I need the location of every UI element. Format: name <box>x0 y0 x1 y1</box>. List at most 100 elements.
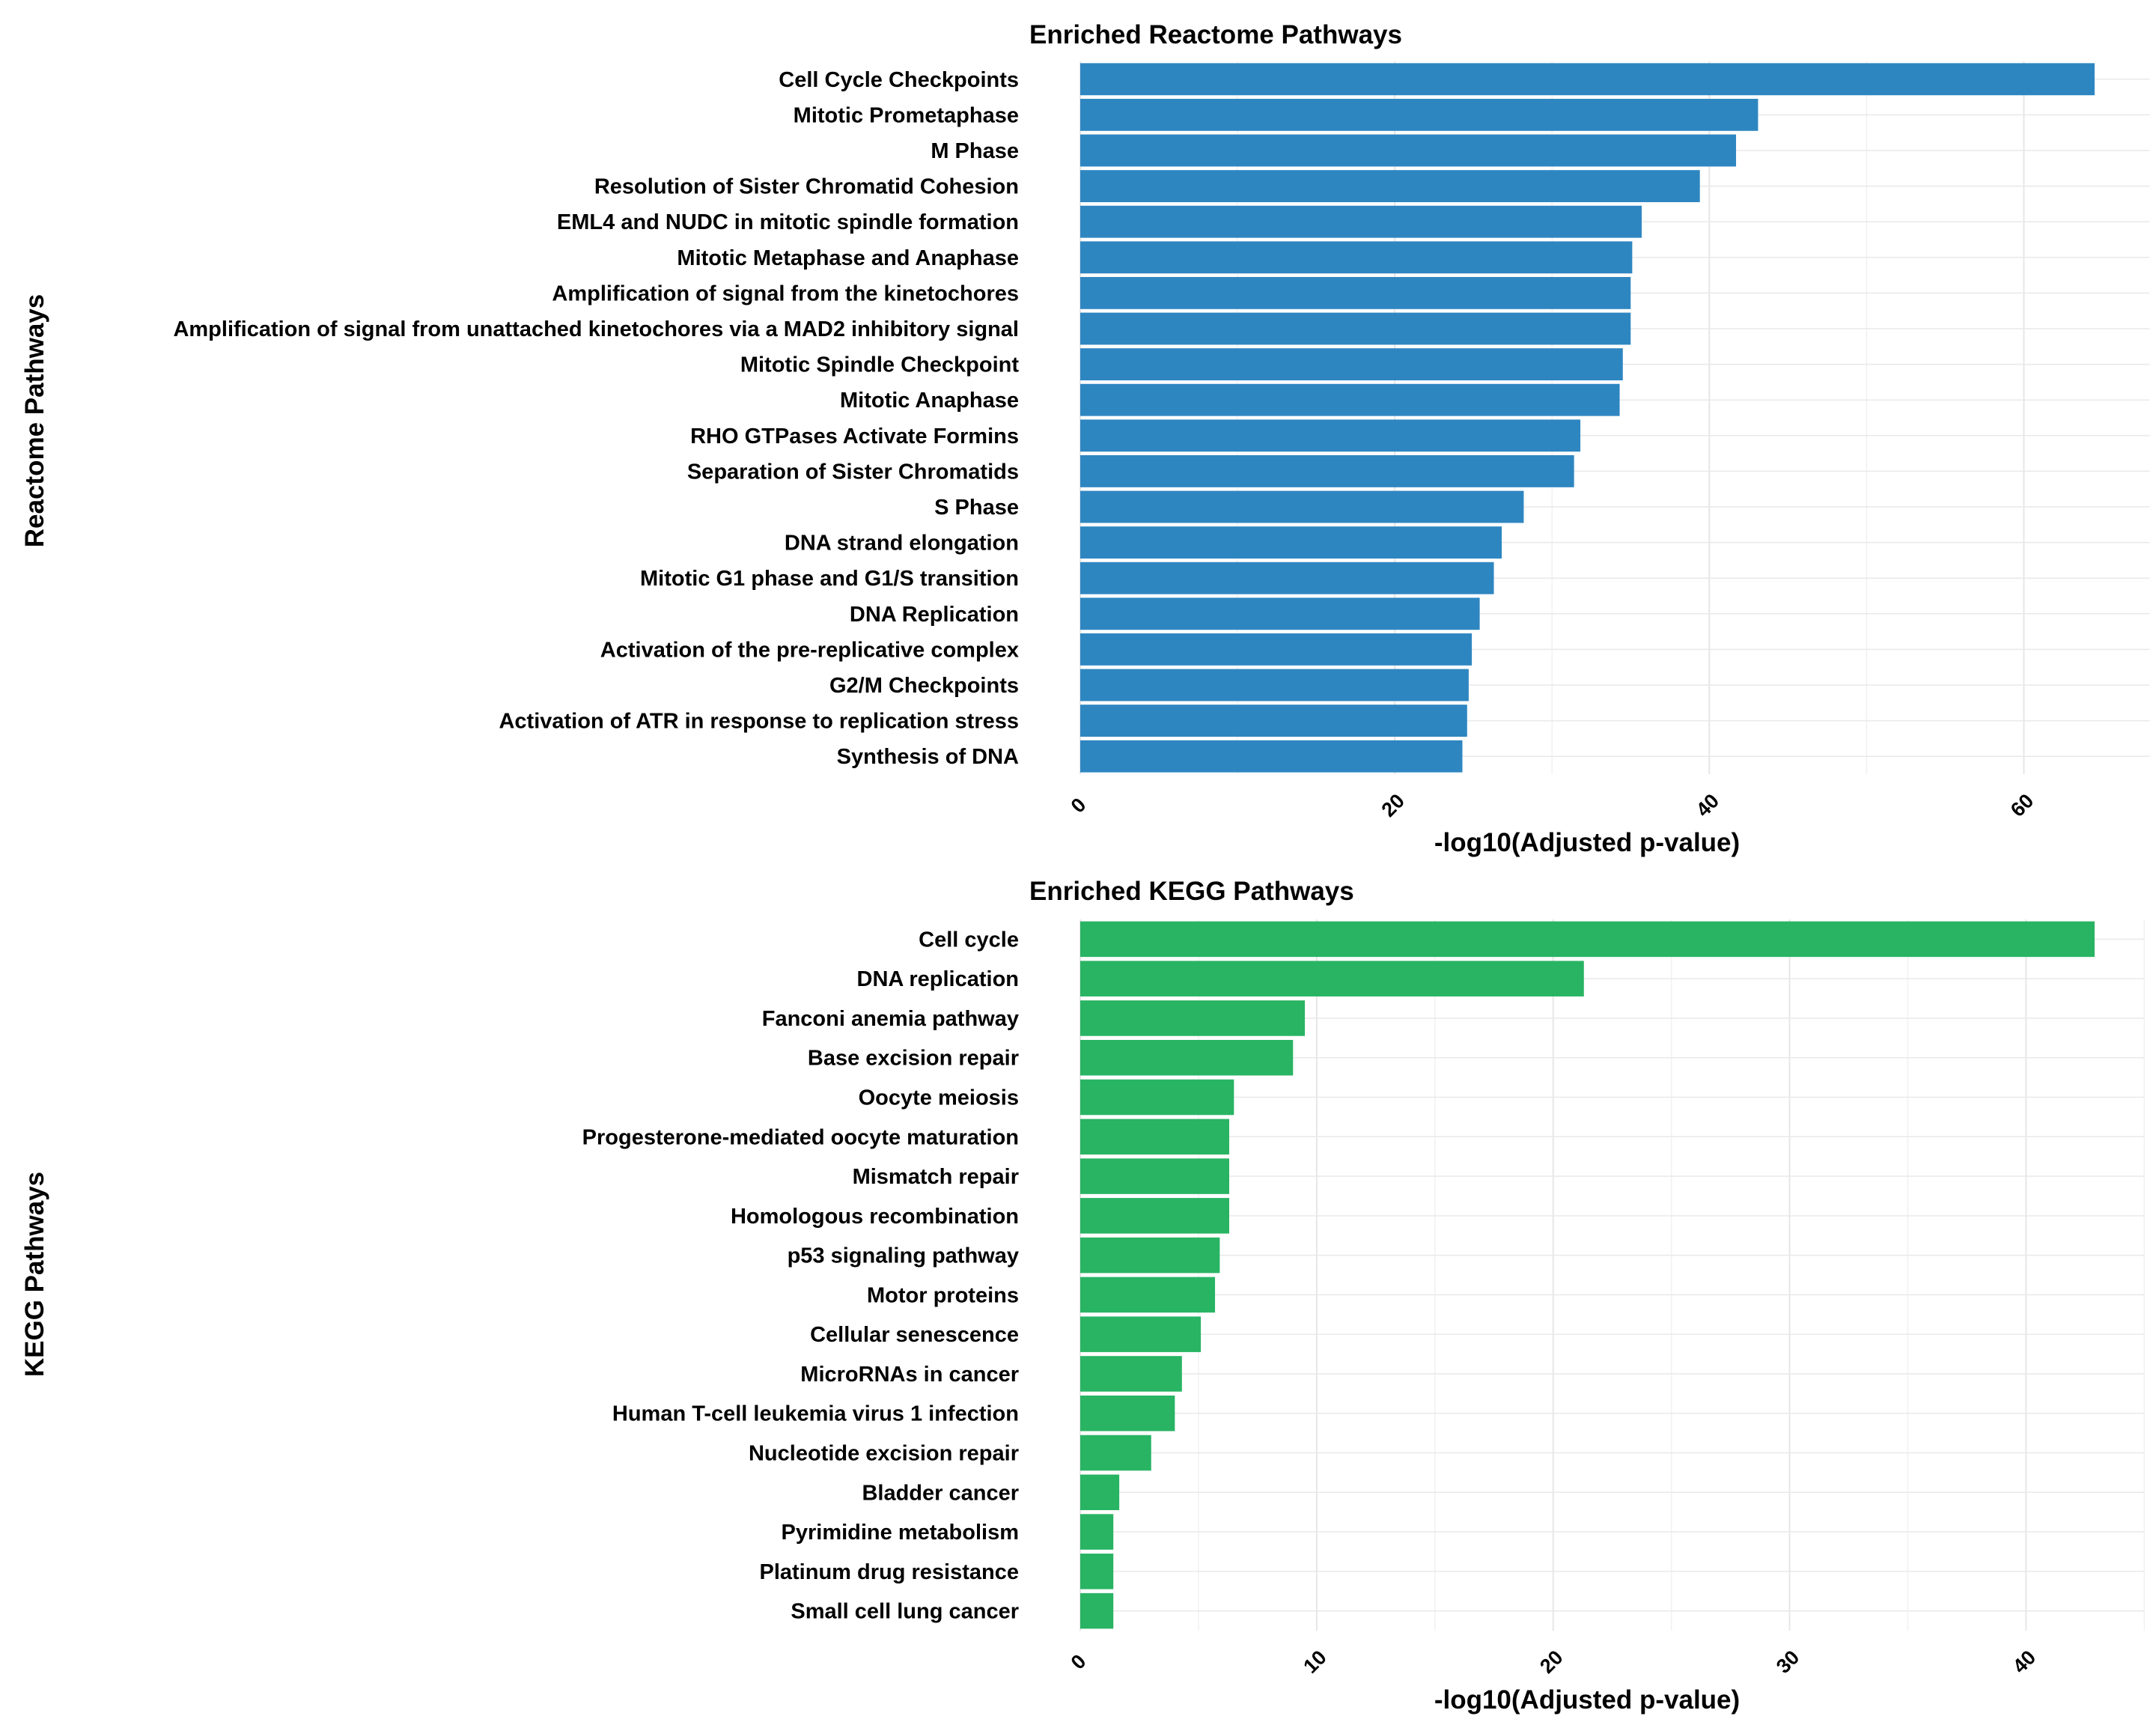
kegg-bar-cellular-senescence <box>1080 1316 1202 1352</box>
kegg-y-axis-title: KEGG Pathways <box>20 1172 49 1377</box>
kegg-category-label: Base excision repair <box>808 1047 1019 1071</box>
reactome-bar-mitotic-prometaphase <box>1080 98 1758 131</box>
reactome-bar-separation-of-sister-chromatids <box>1080 454 1574 487</box>
reactome-category-labels: Cell Cycle Checkpoints Mitotic Prometapha… <box>173 68 1019 769</box>
reactome-category-label: Activation of ATR in response to replica… <box>499 710 1019 734</box>
kegg-category-label: Progesterone-mediated oocyte maturation <box>582 1125 1019 1149</box>
kegg-category-label: Cell cycle <box>919 928 1019 952</box>
reactome-category-label: Amplification of signal from the kinetoc… <box>552 282 1019 305</box>
kegg-category-label: Homologous recombination <box>731 1205 1019 1229</box>
reactome-bar-amplification-of-signal-from-unattached-kinetochores-via-a-mad2-inhibitory-signal <box>1080 312 1631 345</box>
reactome-category-label: Mitotic Metaphase and Anaphase <box>677 246 1019 270</box>
reactome-category-label: Mitotic Spindle Checkpoint <box>740 353 1020 377</box>
kegg-category-label: MicroRNAs in cancer <box>800 1363 1019 1387</box>
kegg-bar-p53-signaling-pathway <box>1080 1237 1220 1274</box>
reactome-category-label: Resolution of Sister Chromatid Cohesion <box>594 175 1019 199</box>
kegg-bar-oocyte-meiosis <box>1080 1079 1234 1116</box>
kegg-bar-cell-cycle <box>1080 921 2095 958</box>
kegg-x-tick-label: 10 <box>1299 1646 1330 1677</box>
kegg-x-tick-label: 20 <box>1535 1646 1567 1677</box>
kegg-category-label: Fanconi anemia pathway <box>762 1007 1019 1031</box>
reactome-category-label: G2/M Checkpoints <box>829 674 1019 698</box>
reactome-bar-g2-m-checkpoints <box>1080 669 1469 702</box>
reactome-bar-mitotic-spindle-checkpoint <box>1080 348 1623 381</box>
reactome-panel: Enriched Reactome Pathways -log10(Adjust… <box>20 20 2150 857</box>
kegg-bar-micrornas-in-cancer <box>1080 1356 1182 1392</box>
reactome-bar-eml4-and-nudc-in-mitotic-spindle-formation <box>1080 205 1642 238</box>
reactome-bar-m-phase <box>1080 134 1737 167</box>
kegg-category-label: Bladder cancer <box>862 1481 1019 1505</box>
reactome-bars <box>1080 63 2095 773</box>
reactome-bar-mitotic-metaphase-and-anaphase <box>1080 241 1633 274</box>
reactome-bar-cell-cycle-checkpoints <box>1080 63 2095 96</box>
reactome-bar-synthesis-of-dna <box>1080 740 1463 773</box>
reactome-category-label: DNA strand elongation <box>785 532 1019 556</box>
kegg-bar-nucleotide-excision-repair <box>1080 1435 1151 1471</box>
kegg-bar-small-cell-lung-cancer <box>1080 1592 1114 1629</box>
kegg-category-label: Nucleotide excision repair <box>749 1442 1019 1466</box>
reactome-x-tick-label: 0 <box>1067 794 1091 818</box>
kegg-chart-title: Enriched KEGG Pathways <box>1029 877 1354 906</box>
kegg-x-tick-label: 0 <box>1067 1650 1091 1674</box>
kegg-x-axis-title: -log10(Adjusted p-value) <box>1434 1685 1740 1715</box>
kegg-bar-fanconi-anemia-pathway <box>1080 1000 1306 1036</box>
kegg-category-label: p53 signaling pathway <box>788 1244 1019 1268</box>
kegg-bar-platinum-drug-resistance <box>1080 1554 1114 1589</box>
reactome-bar-mitotic-g1-phase-and-g1-s-transition <box>1080 562 1494 594</box>
reactome-grid <box>1079 61 2150 774</box>
kegg-panel: Enriched KEGG Pathways -log10(Adjusted p… <box>20 877 2146 1715</box>
reactome-category-label: Mitotic Anaphase <box>840 389 1019 413</box>
kegg-bars <box>1080 921 2095 1629</box>
kegg-bar-dna-replication <box>1080 961 1584 997</box>
reactome-category-label: RHO GTPases Activate Formins <box>690 425 1019 448</box>
kegg-category-label: Pyrimidine metabolism <box>782 1521 1020 1545</box>
kegg-bar-progesterone-mediated-oocyte-maturation <box>1080 1119 1229 1155</box>
kegg-category-label: Motor proteins <box>867 1283 1019 1307</box>
reactome-category-label: Cell Cycle Checkpoints <box>779 68 1019 92</box>
kegg-bar-bladder-cancer <box>1080 1474 1120 1511</box>
reactome-bar-rho-gtpases-activate-formins <box>1080 419 1581 452</box>
kegg-bar-human-t-cell-leukemia-virus-1-infection <box>1080 1395 1175 1432</box>
kegg-category-label: Platinum drug resistance <box>760 1560 1020 1584</box>
reactome-bar-amplification-of-signal-from-the-kinetochores <box>1080 276 1631 309</box>
reactome-category-label: EML4 and NUDC in mitotic spindle formati… <box>557 210 1019 234</box>
kegg-x-tick-label: 30 <box>1772 1646 1803 1677</box>
reactome-bar-activation-of-the-pre-replicative-complex <box>1080 633 1473 666</box>
kegg-bar-base-excision-repair <box>1080 1039 1294 1076</box>
reactome-category-label: Amplification of signal from unattached … <box>173 317 1019 341</box>
kegg-category-label: Oocyte meiosis <box>859 1086 1019 1110</box>
reactome-bar-s-phase <box>1080 490 1524 523</box>
reactome-category-label: Synthesis of DNA <box>837 745 1019 769</box>
reactome-x-tick-labels: 0 20 40 60 <box>1067 789 2038 821</box>
kegg-category-label: Small cell lung cancer <box>791 1600 1019 1624</box>
kegg-bar-pyrimidine-metabolism <box>1080 1514 1114 1550</box>
reactome-bar-activation-of-atr-in-response-to-replication-stress <box>1080 705 1467 737</box>
reactome-bar-mitotic-anaphase <box>1080 383 1620 416</box>
kegg-x-tick-labels: 0 10 20 30 40 <box>1067 1646 2041 1677</box>
kegg-bar-homologous-recombination <box>1080 1198 1229 1234</box>
reactome-chart-title: Enriched Reactome Pathways <box>1029 20 1402 49</box>
reactome-x-tick-label: 60 <box>2006 789 2038 821</box>
kegg-category-label: Mismatch repair <box>853 1165 1019 1189</box>
kegg-bar-mismatch-repair <box>1080 1158 1229 1194</box>
reactome-bar-dna-strand-elongation <box>1080 526 1502 559</box>
kegg-category-label: Human T-cell leukemia virus 1 infection <box>612 1402 1019 1426</box>
reactome-x-axis-title: -log10(Adjusted p-value) <box>1434 828 1740 857</box>
reactome-category-label: Activation of the pre-replicative comple… <box>600 638 1019 662</box>
reactome-category-label: Mitotic G1 phase and G1/S transition <box>640 567 1019 591</box>
kegg-bar-motor-proteins <box>1080 1277 1216 1313</box>
kegg-x-tick-label: 40 <box>2009 1646 2040 1677</box>
kegg-category-label: DNA replication <box>857 967 1019 991</box>
reactome-bar-resolution-of-sister-chromatid-cohesion <box>1080 170 1700 203</box>
reactome-category-label: Mitotic Prometaphase <box>794 103 1019 127</box>
reactome-category-label: DNA Replication <box>850 603 1019 627</box>
reactome-category-label: Separation of Sister Chromatids <box>687 460 1019 484</box>
reactome-bar-dna-replication <box>1080 597 1480 630</box>
reactome-y-axis-title: Reactome Pathways <box>20 294 49 547</box>
kegg-category-label: Cellular senescence <box>810 1323 1019 1347</box>
reactome-category-label: S Phase <box>934 496 1019 520</box>
reactome-category-label: M Phase <box>931 139 1019 163</box>
reactome-x-tick-label: 20 <box>1377 789 1409 821</box>
reactome-x-tick-label: 40 <box>1692 789 1723 821</box>
